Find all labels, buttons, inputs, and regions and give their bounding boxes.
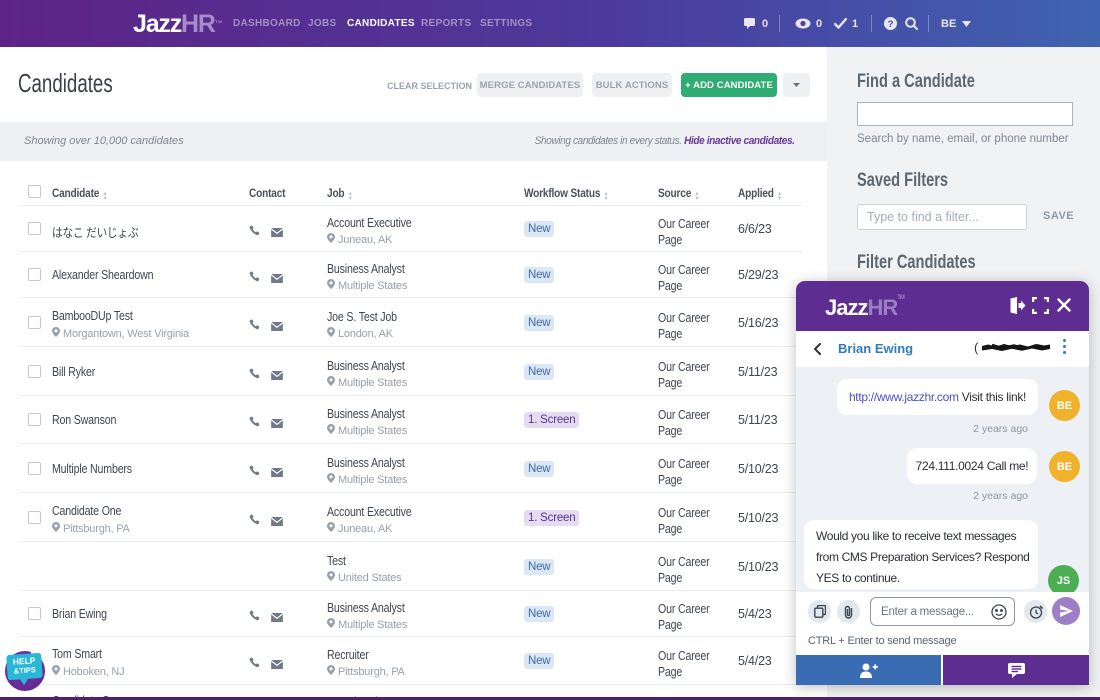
svg-text:?: ?: [888, 19, 894, 30]
